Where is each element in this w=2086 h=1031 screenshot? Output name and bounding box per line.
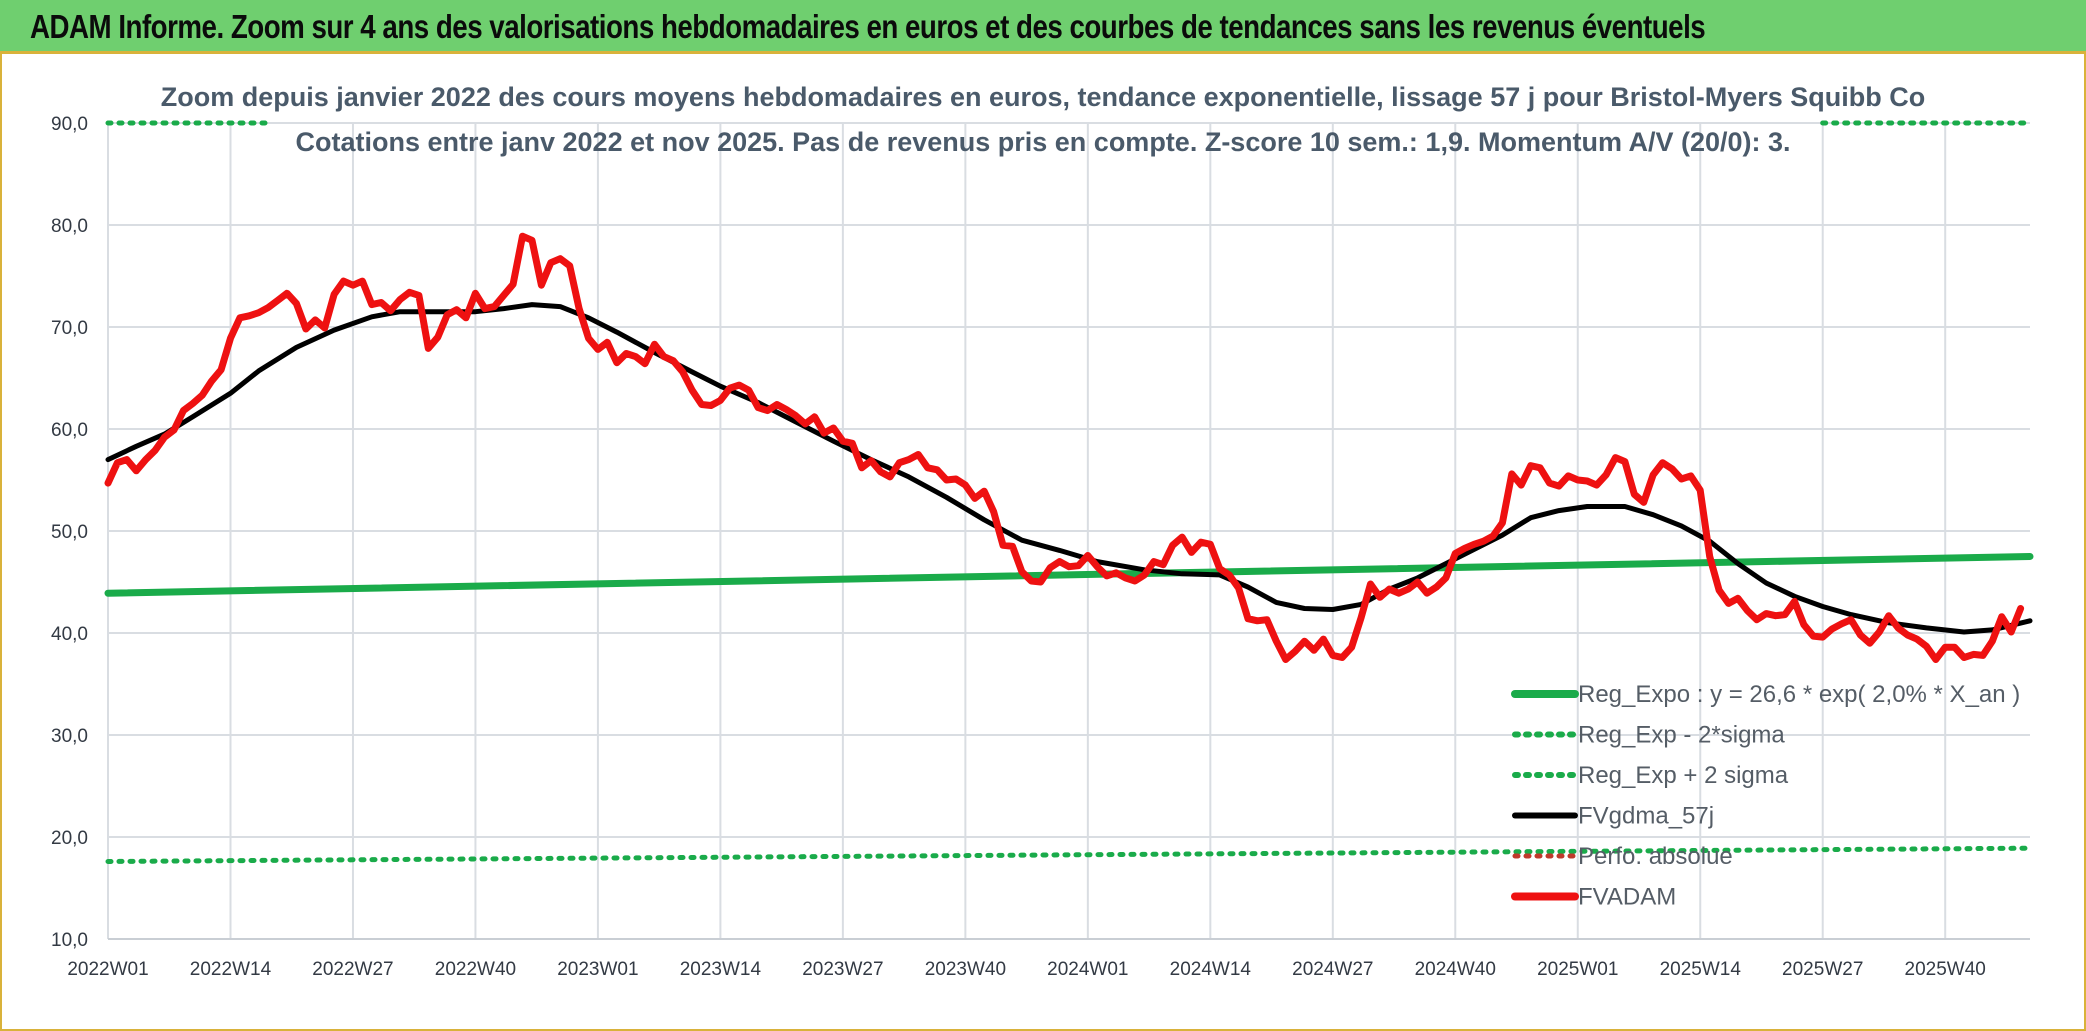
x-tick-label: 2025W01 [1537,959,1618,980]
chart-subtitle: Cotations entre janv 2022 et nov 2025. P… [295,127,1791,157]
y-tick-label: 90,0 [51,114,88,135]
y-tick-label: 30,0 [51,726,88,747]
legend-entry: Reg_Expo : y = 26,6 * exp( 2,0% * X_an ) [1578,681,2020,708]
x-tick-label: 2022W27 [312,959,393,980]
banner-title: ADAM Informe. Zoom sur 4 ans des valoris… [30,8,1706,45]
x-tick-label: 2023W01 [557,959,638,980]
x-tick-label: 2023W14 [680,959,762,980]
legend-entry: FVgdma_57j [1578,803,1714,830]
legend-entry: FVADAM [1578,884,1676,911]
y-axis: 10,0 20,0 30,0 40,0 50,0 60,0 70,0 80,0 90,0 [51,114,88,951]
y-tick-label: 10,0 [51,930,88,951]
x-tick-label: 2022W40 [435,959,516,980]
x-tick-label: 2022W14 [190,959,272,980]
banner: ADAM Informe. Zoom sur 4 ans des valoris… [0,0,2086,54]
series-reg-exp-minus-2sigma [105,845,2033,864]
chart-frame [0,54,2086,1031]
x-tick-label: 2024W14 [1170,959,1252,980]
series-group [104,120,2034,864]
legend: Reg_Expo : y = 26,6 * exp( 2,0% * X_an )… [1511,681,2020,911]
y-tick-label: 70,0 [51,318,88,339]
legend-entry: Reg_Exp - 2*sigma [1578,722,1785,749]
x-tick-label: 2023W27 [802,959,883,980]
series-fvadam [104,232,2025,663]
x-tick-label: 2023W40 [925,959,1006,980]
legend-entry: Perfo. absolue [1578,843,1733,870]
y-tick-label: 50,0 [51,522,88,543]
y-tick-label: 80,0 [51,216,88,237]
grid [107,122,2030,940]
x-tick-label: 2024W01 [1047,959,1128,980]
y-tick-label: 60,0 [51,420,88,441]
series-reg-expo [104,553,2034,597]
chart-title: Zoom depuis janvier 2022 des cours moyen… [160,82,1926,112]
y-tick-label: 40,0 [51,624,88,645]
x-tick-label: 2025W14 [1660,959,1742,980]
legend-entry: Reg_Exp + 2 sigma [1578,762,1789,789]
x-tick-label: 2022W01 [67,959,148,980]
x-axis: 2022W01 2022W14 2022W27 2022W40 2023W01 2023W… [67,959,1986,980]
y-tick-label: 20,0 [51,828,88,849]
x-tick-label: 2024W40 [1415,959,1496,980]
series-fvgdma-57j [105,302,2033,635]
x-tick-label: 2025W40 [1905,959,1986,980]
x-tick-label: 2025W27 [1782,959,1863,980]
x-tick-label: 2024W27 [1292,959,1373,980]
